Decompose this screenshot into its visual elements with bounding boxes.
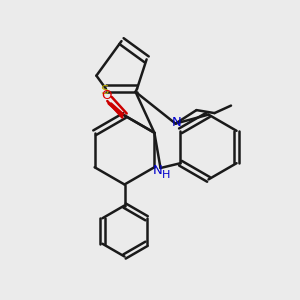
Text: O: O [101, 89, 112, 102]
Text: S: S [100, 84, 109, 97]
Text: H: H [162, 169, 170, 180]
Text: N: N [153, 164, 162, 178]
Text: N: N [172, 116, 182, 129]
